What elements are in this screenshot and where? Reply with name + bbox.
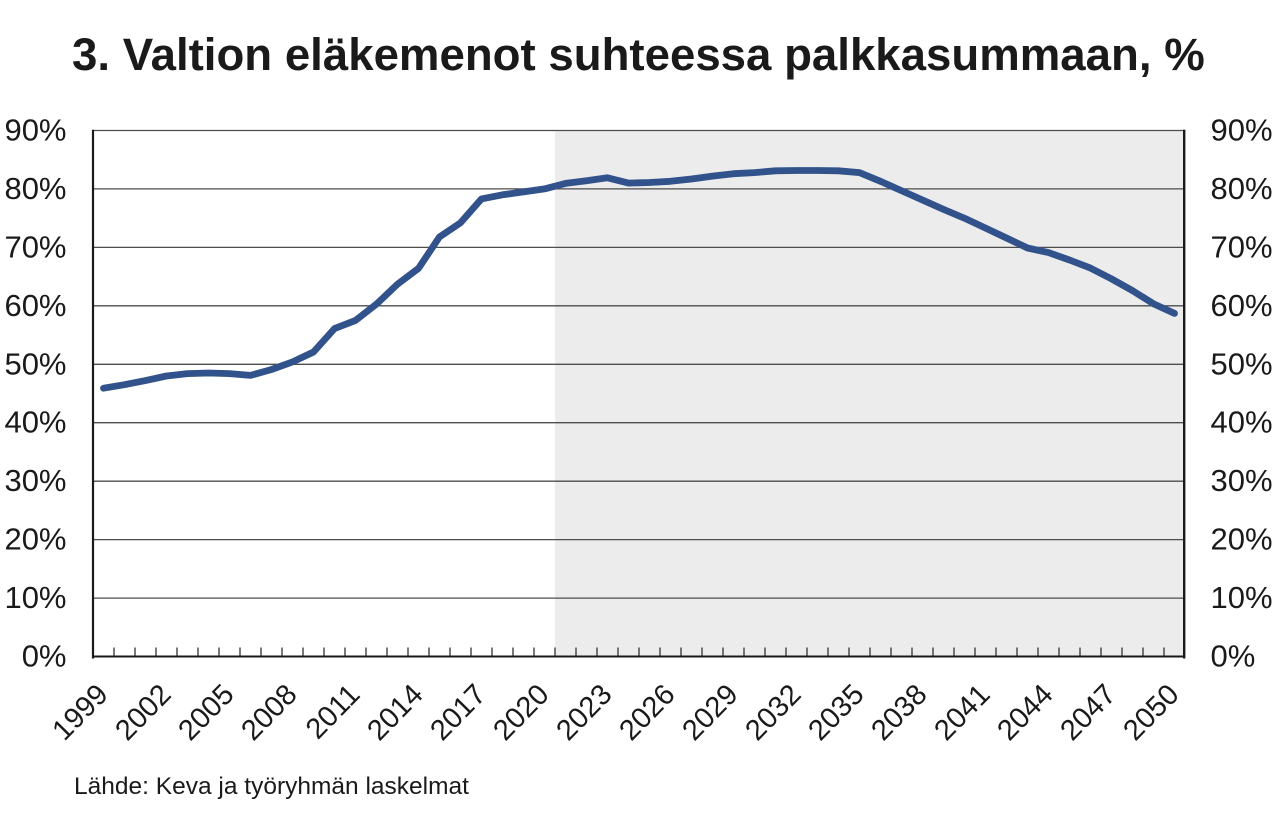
svg-text:20%: 20% (4, 522, 66, 557)
svg-text:90%: 90% (1211, 113, 1273, 148)
svg-text:40%: 40% (4, 405, 66, 440)
svg-text:70%: 70% (4, 229, 66, 264)
svg-text:60%: 60% (1211, 288, 1273, 323)
svg-text:30%: 30% (4, 463, 66, 498)
svg-text:90%: 90% (4, 113, 66, 148)
svg-text:Lähde: Keva ja työryhmän laske: Lähde: Keva ja työryhmän laskelmat (74, 773, 469, 800)
svg-text:10%: 10% (1211, 580, 1273, 615)
svg-text:20%: 20% (1211, 522, 1273, 557)
svg-text:3. Valtion eläkemenot suhteess: 3. Valtion eläkemenot suhteessa palkkasu… (72, 29, 1205, 80)
svg-text:50%: 50% (4, 346, 66, 381)
svg-text:40%: 40% (1211, 405, 1273, 440)
svg-text:0%: 0% (22, 639, 67, 674)
svg-text:10%: 10% (4, 580, 66, 615)
svg-text:80%: 80% (4, 171, 66, 206)
svg-text:80%: 80% (1211, 171, 1273, 206)
svg-text:30%: 30% (1211, 463, 1273, 498)
svg-text:0%: 0% (1211, 639, 1256, 674)
svg-text:60%: 60% (4, 288, 66, 323)
svg-text:50%: 50% (1211, 346, 1273, 381)
svg-text:70%: 70% (1211, 229, 1273, 264)
